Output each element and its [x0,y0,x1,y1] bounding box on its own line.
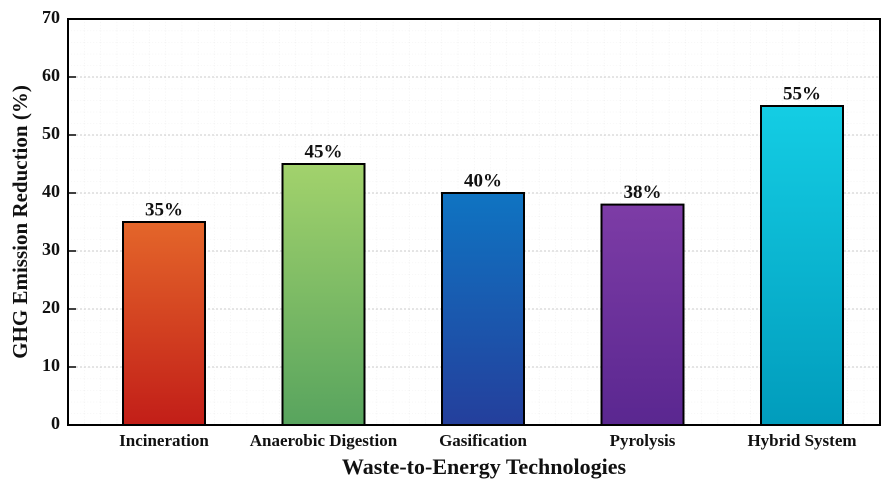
x-tick-label: Pyrolysis [610,431,676,450]
y-axis-label: GHG Emission Reduction (%) [8,85,32,359]
bar [760,105,844,426]
bar [281,163,366,426]
y-tick-label: 70 [42,7,60,27]
y-tick-label: 50 [42,123,60,143]
y-tick-label: 40 [42,181,60,201]
x-tick-label: Hybrid System [747,431,856,450]
bar [441,192,525,426]
y-tick-label: 20 [42,297,60,317]
x-axis-label: Waste-to-Energy Technologies [342,454,627,479]
x-tick-label: Anaerobic Digestion [250,431,398,450]
bar [600,203,685,426]
value-label: 45% [305,141,343,162]
x-tick-label: Gasification [439,431,527,450]
y-tick-label: 0 [51,413,60,433]
bar [122,221,206,426]
plot-frame [67,18,881,426]
y-tick-label: 60 [42,65,60,85]
value-label: 35% [145,199,183,220]
y-tick-label: 10 [42,355,60,375]
value-label: 38% [624,182,662,203]
x-tick-label: Incineration [119,431,209,450]
y-tick-label: 30 [42,239,60,259]
value-label: 55% [783,83,821,104]
value-label: 40% [464,170,502,191]
